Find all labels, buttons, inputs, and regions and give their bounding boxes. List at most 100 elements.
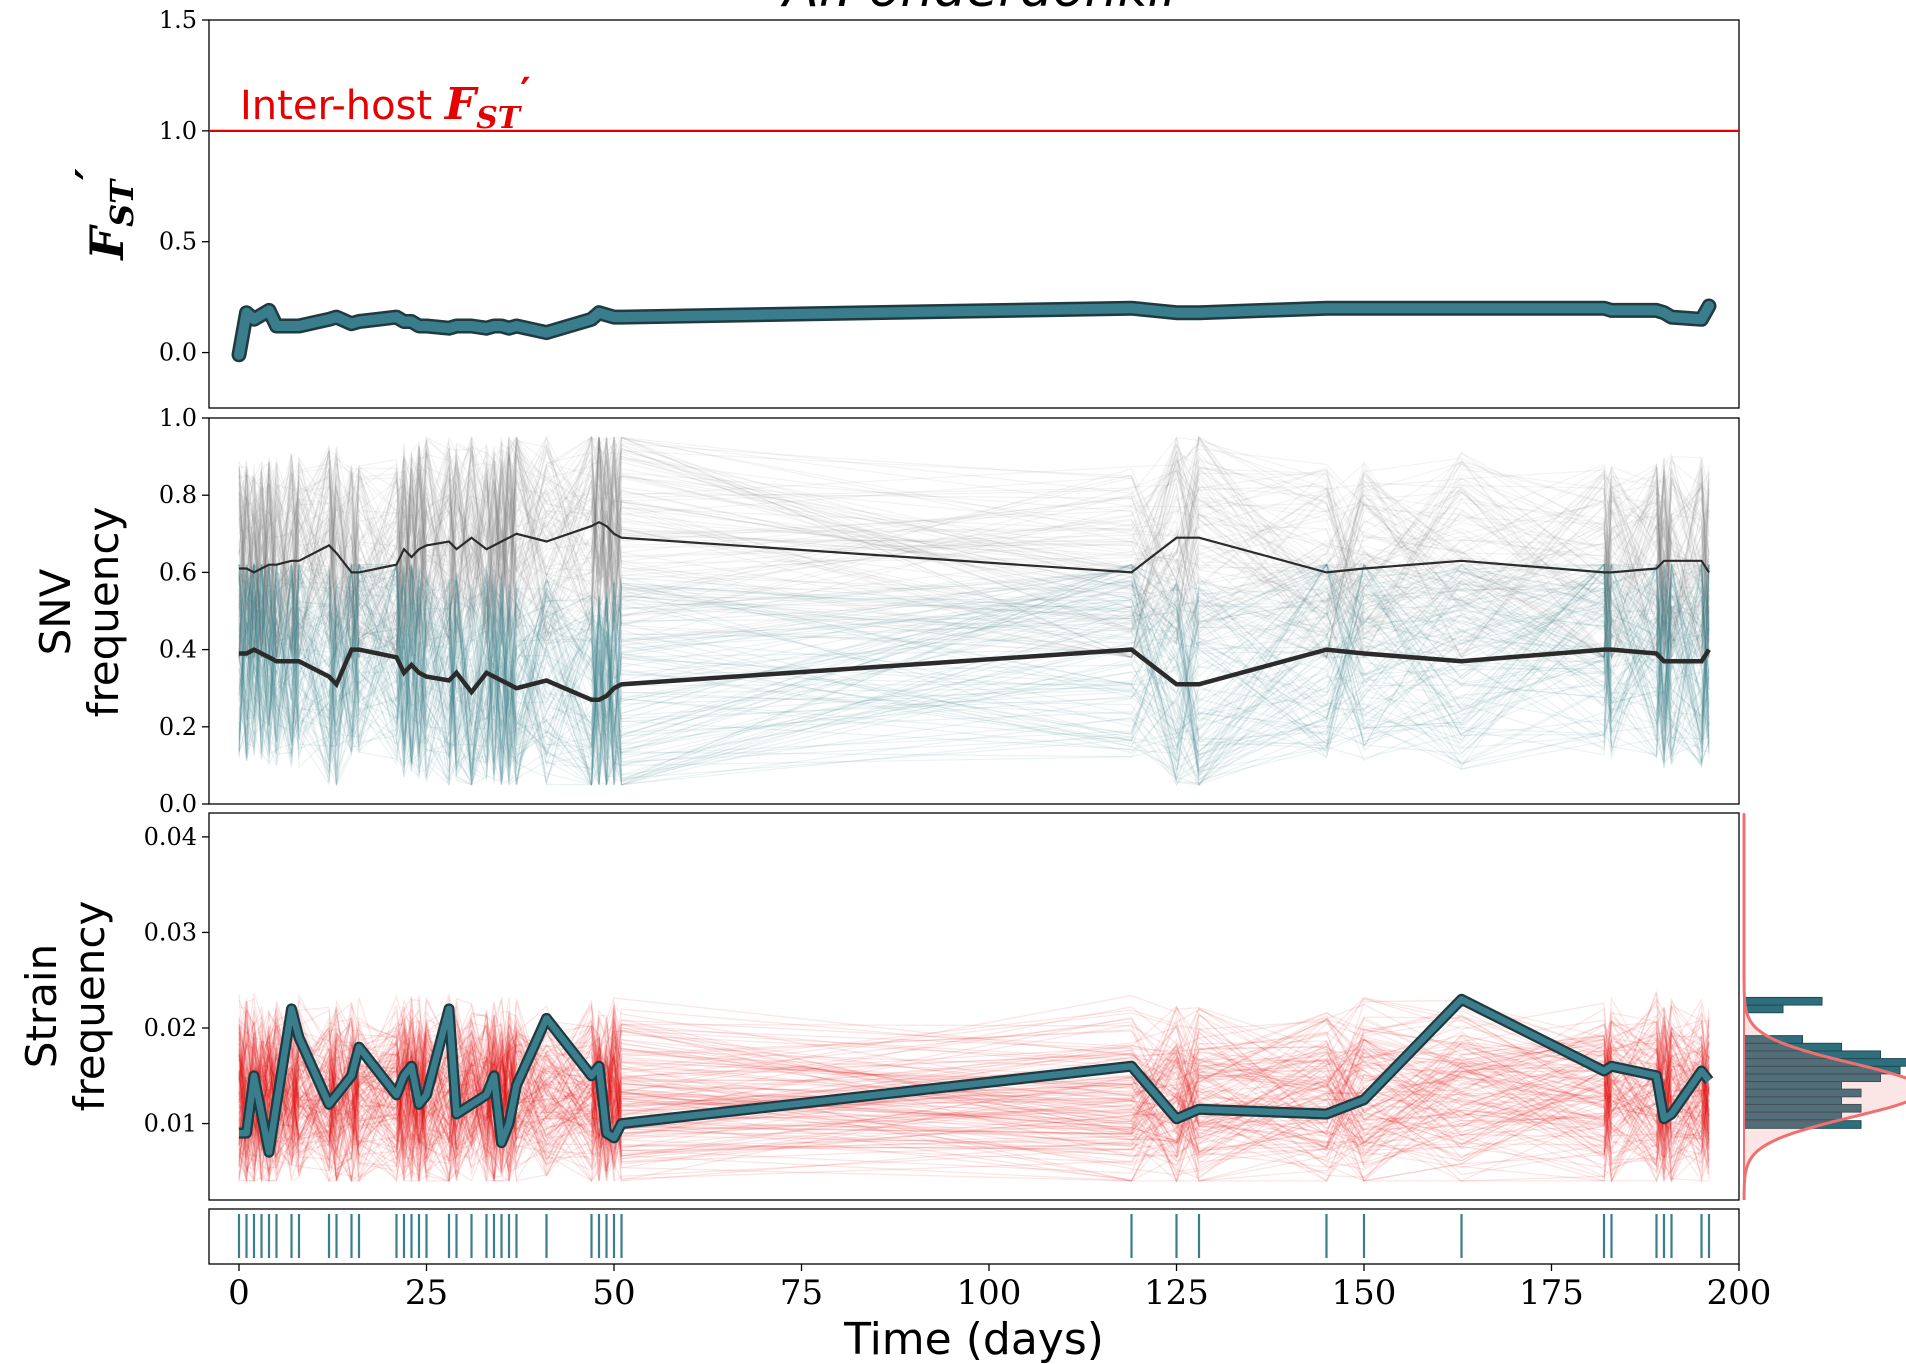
snv-minor-trajectory <box>238 563 1710 786</box>
strain-trajectory <box>238 1015 1710 1147</box>
histogram-bar <box>1743 1004 1784 1014</box>
snv-major-trajectory <box>238 435 1710 660</box>
x-axis-label: Time (days) <box>843 1314 1104 1364</box>
snv-major-trajectory <box>238 436 1710 655</box>
snv-major-trajectory <box>238 440 1710 658</box>
x-tick-label: 175 <box>1519 1273 1584 1313</box>
snv-minor-trajectory <box>238 562 1710 788</box>
strain-trajectory <box>238 1070 1710 1184</box>
snv-major-trajectory <box>238 437 1710 658</box>
snv-trajectory-cloud <box>238 435 1710 788</box>
snv-minor-trajectory <box>238 563 1710 786</box>
snv-major-trajectory <box>238 448 1710 659</box>
snv-major-trajectory <box>238 449 1710 658</box>
histogram-bar <box>1743 996 1823 1006</box>
snv-minor-trajectory <box>238 563 1710 783</box>
snv-major-trajectory <box>238 443 1709 660</box>
snv-major-trajectory <box>238 466 1710 658</box>
snv-minor-trajectory <box>238 562 1710 785</box>
snv-minor-trajectory <box>238 564 1710 779</box>
snv-minor-mean-line <box>239 647 1711 703</box>
snv-minor-trajectory <box>238 564 1710 778</box>
snv-minor-trajectory <box>238 563 1710 775</box>
strain-trajectory <box>238 1017 1710 1149</box>
snv-major-trajectory <box>238 440 1710 642</box>
snv-major-trajectory <box>238 437 1710 659</box>
snv-major-trajectory <box>238 446 1710 659</box>
snv-frame <box>208 417 1740 805</box>
x-tick-label: 0 <box>228 1273 250 1313</box>
strain-trajectory <box>238 1061 1710 1184</box>
x-tick-label: 125 <box>1144 1273 1209 1313</box>
snv-major-trajectory <box>238 438 1710 659</box>
snv-minor-trajectory <box>238 564 1710 785</box>
snv-major-trajectory <box>238 443 1710 660</box>
snv-major-trajectory <box>238 436 1710 659</box>
snv-minor-trajectory <box>238 563 1710 787</box>
snv-minor-trajectory <box>238 564 1710 785</box>
snv-major-trajectory <box>238 442 1710 648</box>
snv-major-trajectory <box>238 435 1710 658</box>
snv-y-tick-label: 0.4 <box>159 636 197 664</box>
snv-minor-trajectory <box>238 563 1710 779</box>
strain-trajectory <box>238 1031 1710 1158</box>
snv-minor-trajectory <box>238 564 1710 786</box>
snv-minor-trajectory <box>238 571 1710 785</box>
snv-major-trajectory <box>238 449 1710 658</box>
strain-trajectory <box>238 1033 1710 1167</box>
snv-major-trajectory <box>238 437 1710 659</box>
snv-minor-trajectory <box>238 562 1710 760</box>
snv-minor-trajectory <box>238 564 1710 785</box>
strain-trajectory <box>238 1062 1710 1183</box>
strain-trajectory <box>238 1056 1710 1182</box>
snv-minor-trajectory <box>238 562 1710 781</box>
inter-host-fst-label: Inter-host FST′ <box>240 70 531 136</box>
snv-minor-trajectory <box>238 563 1710 763</box>
snv-major-trajectory <box>238 440 1710 658</box>
snv-minor-trajectory <box>238 562 1710 783</box>
snv-minor-trajectory <box>238 563 1710 786</box>
strain-trajectory <box>238 1004 1710 1136</box>
snv-y-tick-label: 0.8 <box>159 481 197 509</box>
snv-minor-trajectory <box>238 563 1710 781</box>
snv-major-trajectory <box>238 437 1710 660</box>
snv-major-trajectory <box>238 435 1710 658</box>
snv-major-trajectory <box>238 450 1710 659</box>
snv-major-trajectory <box>238 436 1710 658</box>
strain-trajectory <box>238 1017 1710 1148</box>
snv-major-trajectory <box>238 444 1710 658</box>
snv-minor-trajectory <box>238 562 1710 786</box>
snv-major-trajectory <box>238 436 1710 658</box>
strain-y-axis-label-line1: Strain <box>17 944 66 1068</box>
snv-minor-trajectory <box>238 562 1710 787</box>
x-tick-label: 75 <box>780 1273 823 1313</box>
snv-minor-trajectory <box>238 563 1710 780</box>
snv-minor-trajectory <box>238 564 1710 785</box>
sampling-frame <box>208 1208 1740 1265</box>
snv-major-trajectory <box>238 468 1710 655</box>
snv-major-trajectory <box>238 435 1710 658</box>
snv-major-trajectory <box>238 437 1710 654</box>
strain-trajectory <box>238 1018 1710 1151</box>
snv-minor-trajectory <box>238 562 1710 780</box>
snv-minor-trajectory <box>238 564 1710 778</box>
snv-major-trajectory <box>238 457 1710 659</box>
snv-y-tick-label: 0.0 <box>159 790 197 818</box>
snv-minor-trajectory <box>238 563 1710 785</box>
snv-minor-trajectory <box>238 564 1710 773</box>
strain-trajectory <box>238 1010 1710 1141</box>
snv-major-trajectory <box>238 447 1710 660</box>
snv-minor-trajectory <box>238 564 1710 785</box>
strain-trajectory <box>238 1030 1710 1159</box>
snv-major-trajectory <box>238 451 1710 660</box>
snv-minor-trajectory <box>238 564 1710 751</box>
snv-major-trajectory <box>238 441 1710 656</box>
snv-minor-trajectory <box>238 563 1710 782</box>
strain-trajectory <box>238 1031 1710 1159</box>
snv-major-trajectory <box>238 437 1710 658</box>
snv-minor-trajectory <box>238 562 1710 787</box>
snv-minor-trajectory <box>238 564 1710 785</box>
strain-frequency-panel: 0.04 0.03 0.02 0.01 Strain frequency <box>17 812 1740 1201</box>
strain-series-line <box>239 996 1712 1156</box>
